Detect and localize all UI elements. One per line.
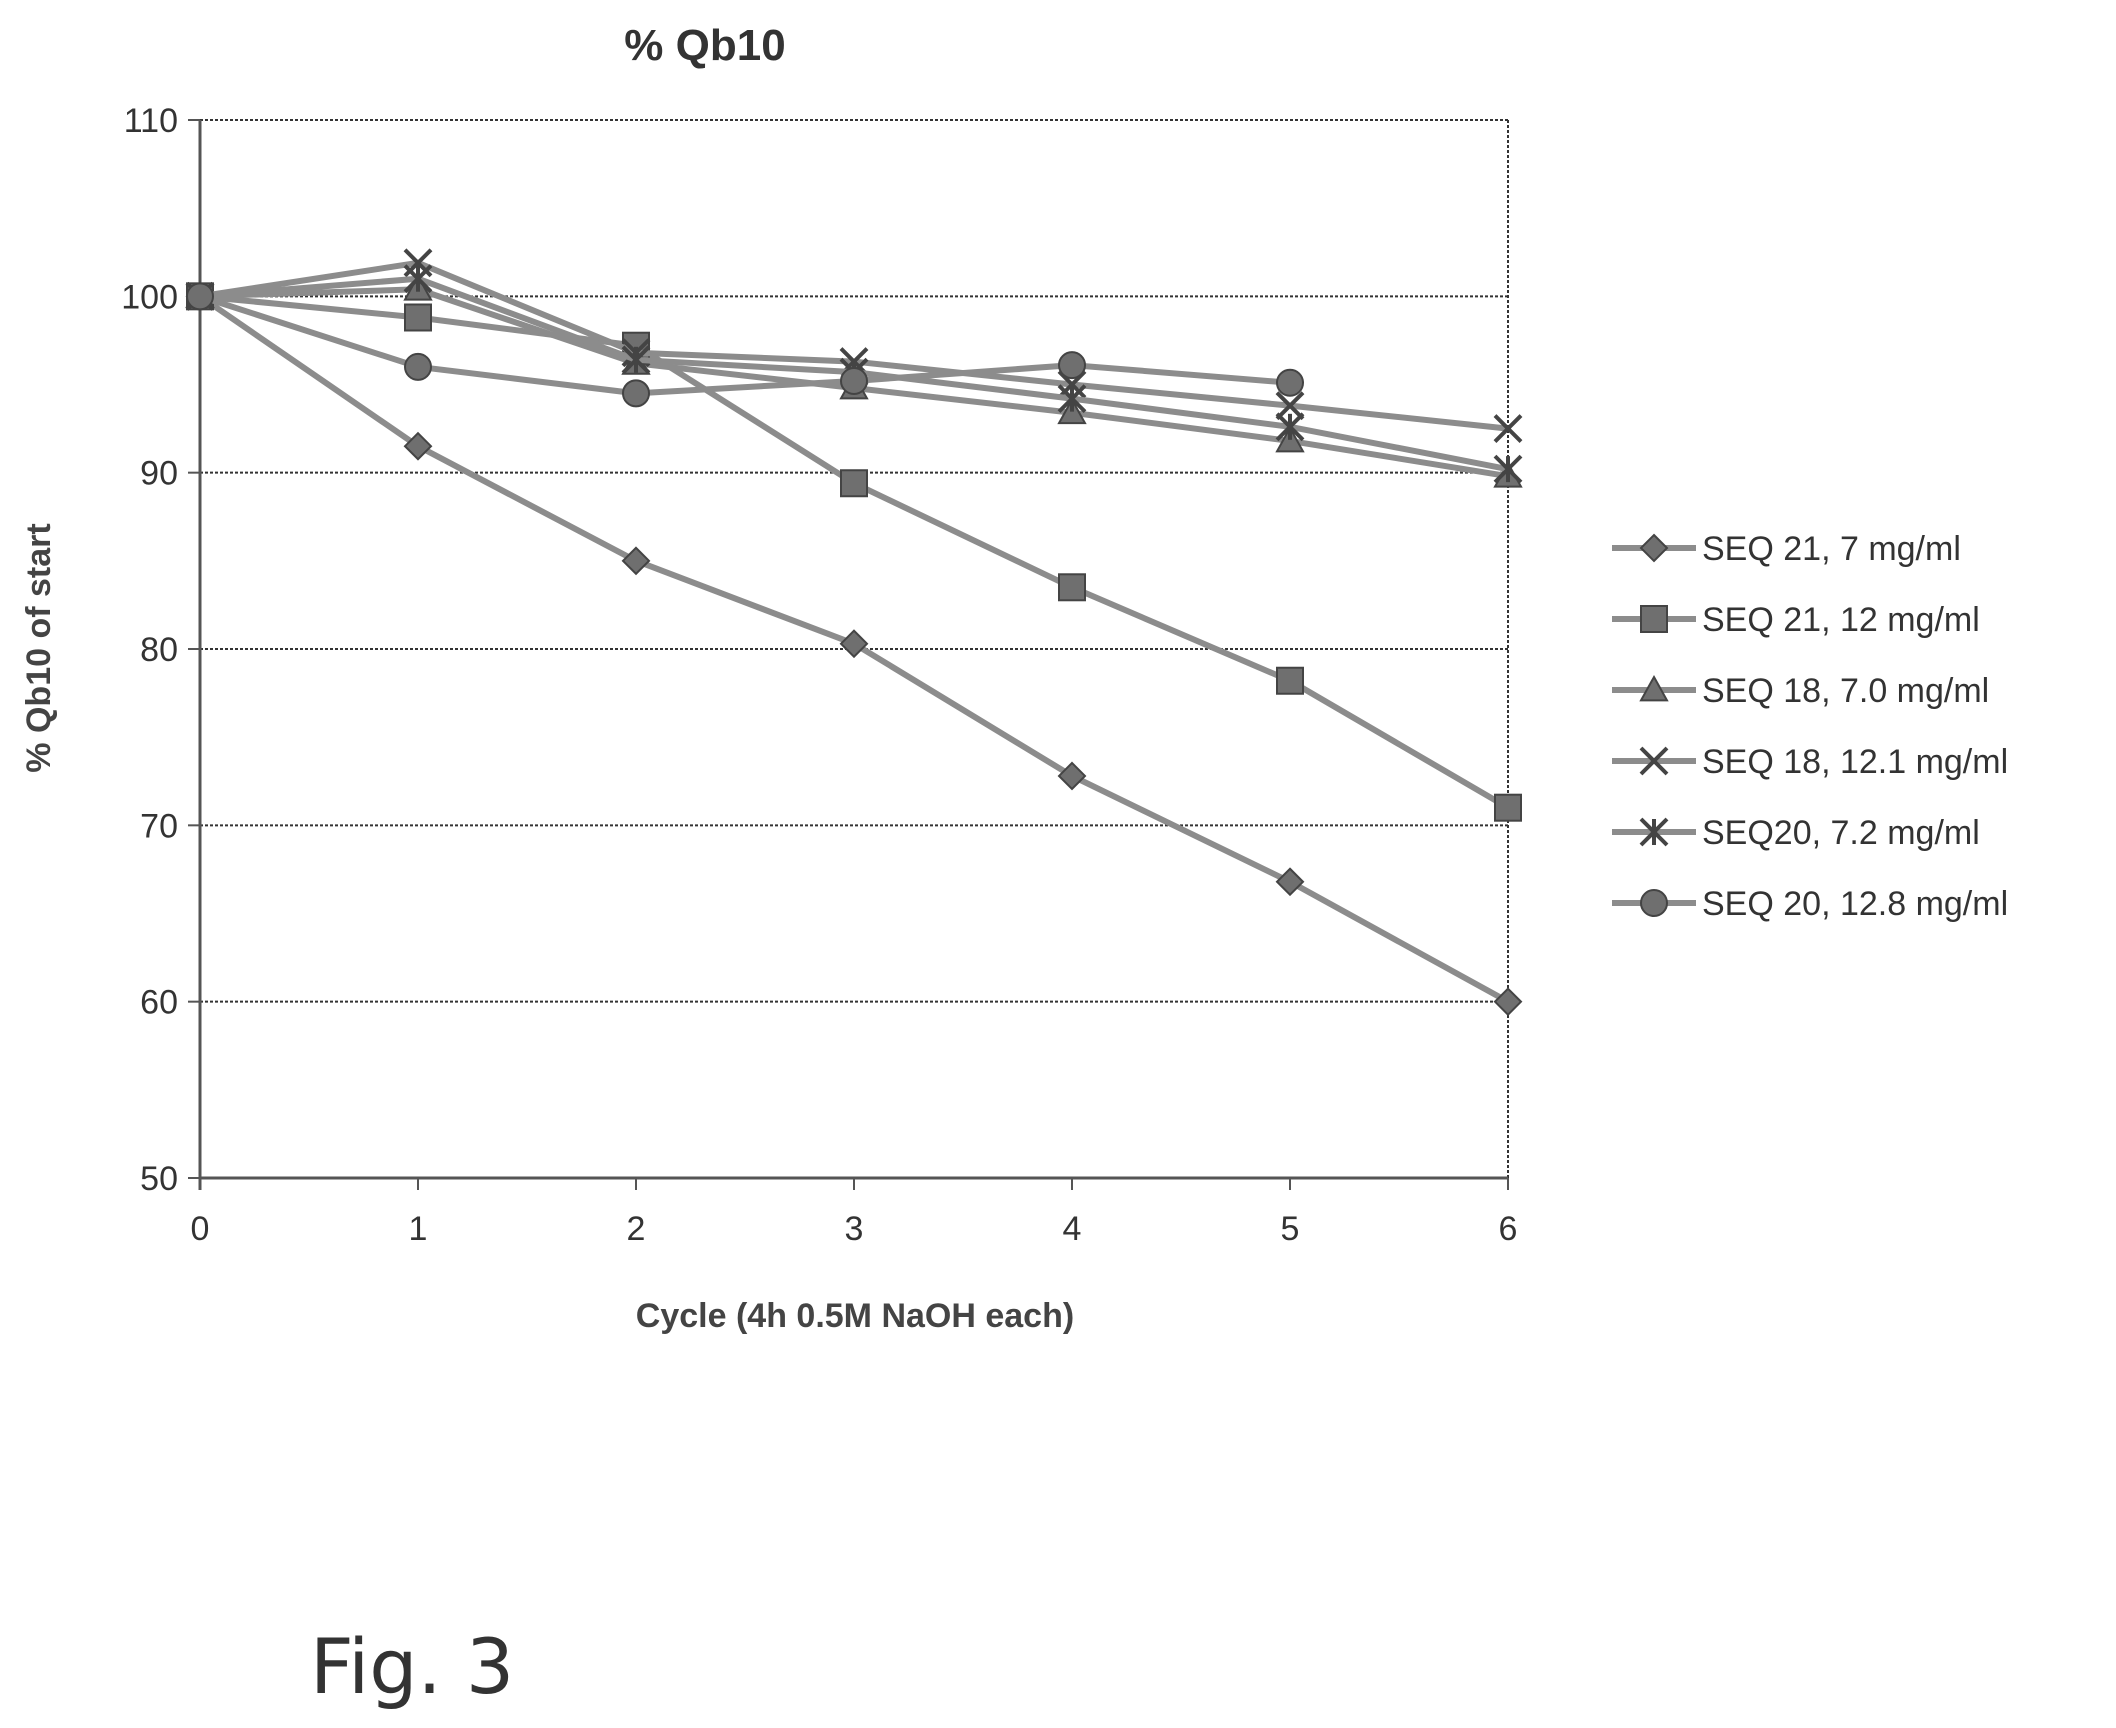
series-3-point-5-stroke-b bbox=[1275, 391, 1305, 421]
legend-swatch-marker-2 bbox=[1639, 674, 1669, 702]
legend-label-3: SEQ 18, 12.1 mg/ml bbox=[1702, 743, 2008, 781]
legend-label-0: SEQ 21, 7 mg/ml bbox=[1702, 530, 1961, 568]
series-5-point-3 bbox=[840, 366, 868, 395]
legend-swatch-marker-3-stroke-b bbox=[1639, 746, 1669, 776]
series-0-point-2 bbox=[621, 546, 651, 576]
x-tick-label-2: 2 bbox=[627, 1210, 646, 1248]
legend-item-2: SEQ 18, 7.0 mg/ml bbox=[1612, 672, 1989, 710]
series-4-point-1 bbox=[403, 264, 433, 294]
series-5-point-0 bbox=[186, 282, 214, 311]
legend-swatch-marker-5 bbox=[1640, 889, 1668, 917]
y-tick-label-50: 50 bbox=[140, 1160, 178, 1198]
legend-item-1: SEQ 21, 12 mg/ml bbox=[1612, 601, 1980, 639]
x-tick-label-6: 6 bbox=[1499, 1210, 1518, 1248]
figure-caption: Fig. 3 bbox=[310, 1622, 515, 1711]
legend-label-1: SEQ 21, 12 mg/ml bbox=[1702, 601, 1980, 639]
series-4-point-2 bbox=[621, 345, 651, 375]
y-tick-label-70: 70 bbox=[140, 807, 178, 845]
x-tick-label-5: 5 bbox=[1281, 1210, 1300, 1248]
series-5-point-2 bbox=[622, 379, 650, 408]
y-tick-label-110: 110 bbox=[124, 102, 178, 140]
x-tick-label-0: 0 bbox=[191, 1210, 210, 1248]
x-tick-label-3: 3 bbox=[845, 1210, 864, 1248]
series-5-point-1 bbox=[404, 352, 432, 381]
series-4-point-5 bbox=[1275, 412, 1305, 442]
series-1-point-3 bbox=[840, 469, 868, 498]
legend-label-4: SEQ20, 7.2 mg/ml bbox=[1702, 814, 1980, 852]
series-5-point-5 bbox=[1276, 368, 1304, 397]
legend-item-0: SEQ 21, 7 mg/ml bbox=[1612, 530, 1961, 568]
y-tick-label-80: 80 bbox=[140, 631, 178, 669]
y-tick-label-60: 60 bbox=[140, 984, 178, 1022]
x-axis-label: Cycle (4h 0.5M NaOH each) bbox=[636, 1297, 1074, 1335]
series-1-point-4 bbox=[1058, 573, 1086, 602]
legend-swatch-marker-0 bbox=[1639, 533, 1669, 563]
y-tick-label-100: 100 bbox=[121, 278, 178, 316]
x-tick-label-1: 1 bbox=[409, 1210, 428, 1248]
legend-swatch-marker-1 bbox=[1640, 605, 1668, 633]
legend-label-2: SEQ 18, 7.0 mg/ml bbox=[1702, 672, 1989, 710]
legend: SEQ 21, 7 mg/ml SEQ 21, 12 mg/ml SEQ 18, 7… bbox=[1612, 530, 2008, 923]
series-4-point-4 bbox=[1057, 384, 1087, 414]
series-0-point-5 bbox=[1275, 867, 1305, 897]
legend-swatch-marker-4 bbox=[1639, 817, 1669, 847]
series-0-point-3 bbox=[839, 629, 869, 659]
series-5 bbox=[186, 282, 1304, 408]
series-5-line bbox=[199, 293, 1291, 397]
y-axis-label: % Qb10 of start bbox=[20, 523, 58, 772]
series-4-point-6 bbox=[1493, 454, 1523, 484]
series-layer bbox=[185, 248, 1523, 1017]
chart-title: % Qb10 bbox=[624, 21, 785, 70]
series-3-point-5 bbox=[1275, 391, 1305, 421]
legend-item-4: SEQ20, 7.2 mg/ml bbox=[1612, 814, 1980, 852]
series-3-point-6 bbox=[1493, 414, 1523, 443]
x-tick-label-4: 4 bbox=[1063, 1210, 1082, 1248]
series-0-point-6 bbox=[1493, 987, 1523, 1017]
series-3-point-6-stroke-b bbox=[1493, 414, 1523, 443]
y-tick-label-90: 90 bbox=[140, 455, 178, 493]
legend-item-3: SEQ 18, 12.1 mg/ml bbox=[1612, 743, 2008, 781]
series-1-point-6 bbox=[1494, 793, 1522, 822]
series-1-point-1 bbox=[404, 303, 432, 332]
series-0-point-1 bbox=[403, 431, 433, 461]
legend-swatch-marker-3 bbox=[1639, 746, 1669, 776]
series-5-point-4 bbox=[1058, 351, 1086, 380]
series-1-point-5 bbox=[1276, 666, 1304, 695]
legend-label-5: SEQ 20, 12.8 mg/ml bbox=[1702, 885, 2008, 923]
legend-item-5: SEQ 20, 12.8 mg/ml bbox=[1612, 885, 2008, 923]
series-0-point-4 bbox=[1057, 761, 1087, 791]
